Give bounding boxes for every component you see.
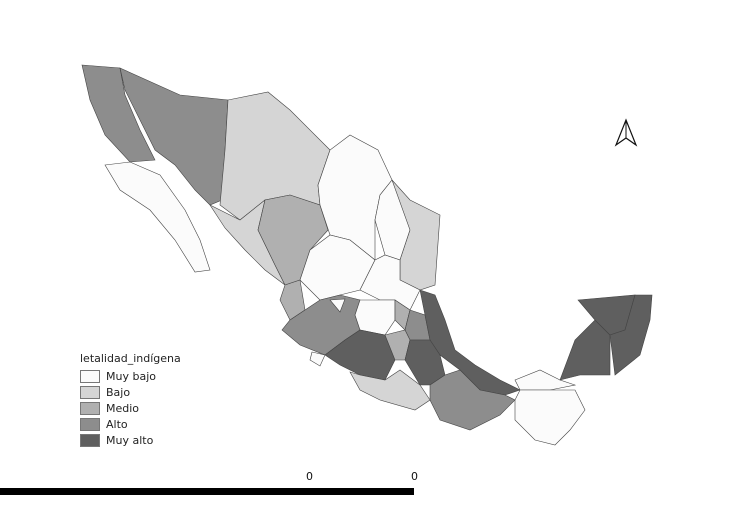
scale-bar <box>0 488 414 495</box>
legend-item-bajo: Bajo <box>80 384 181 400</box>
legend-title: letalidad_indígena <box>80 352 181 365</box>
state-campeche <box>559 319 611 381</box>
legend-label: Bajo <box>106 385 131 399</box>
state-san-luis-potosi <box>359 254 421 311</box>
legend-swatch <box>80 417 100 431</box>
state-guanajuato <box>354 299 396 336</box>
state-chiapas <box>514 389 586 446</box>
state-baja-california-sur <box>104 161 211 273</box>
legend: letalidad_indígena Muy bajo Bajo Medio A… <box>80 352 181 448</box>
legend-item-muy-alto: Muy alto <box>80 432 181 448</box>
state-durango <box>257 194 329 286</box>
scale-label: 0 <box>411 470 418 483</box>
state-guerrero <box>349 369 431 411</box>
legend-label: Medio <box>106 401 140 415</box>
legend-item-muy-bajo: Muy bajo <box>80 368 181 384</box>
state-aguascalientes <box>329 298 346 313</box>
state-quintana-roo <box>609 294 653 376</box>
state-colima <box>309 351 326 367</box>
legend-label: Alto <box>106 417 128 431</box>
legend-swatch <box>80 433 100 447</box>
legend-swatch <box>80 401 100 415</box>
legend-label: Muy bajo <box>106 369 156 383</box>
legend-label: Muy alto <box>106 433 154 447</box>
legend-swatch <box>80 385 100 399</box>
scale-label: 0 <box>306 470 313 483</box>
north-arrow-icon <box>614 118 638 147</box>
state-baja-california <box>81 64 156 163</box>
legend-swatch <box>80 369 100 383</box>
state-sonora <box>119 67 229 206</box>
legend-item-medio: Medio <box>80 400 181 416</box>
legend-item-alto: Alto <box>80 416 181 432</box>
